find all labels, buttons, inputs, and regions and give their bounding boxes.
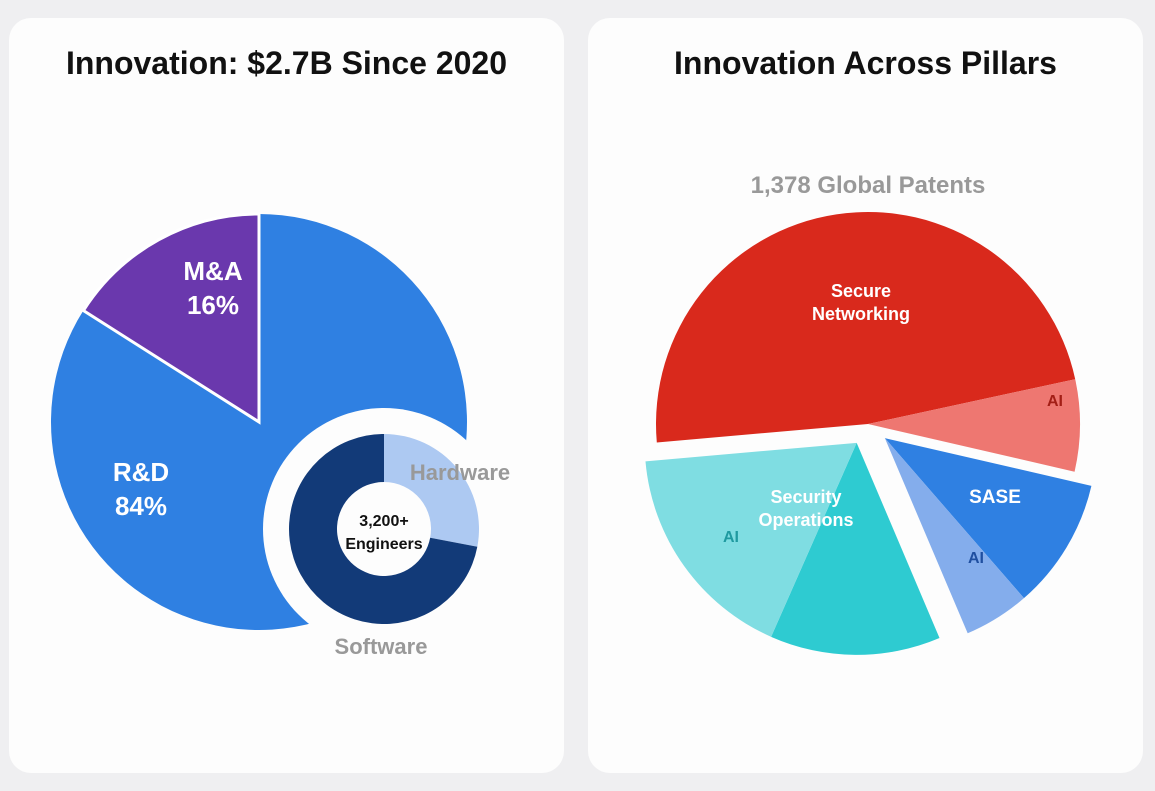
patents-subtitle: 1,378 Global Patents xyxy=(751,172,986,199)
spend-pie-chart: 3,200+ Engineers Hardware Software M&A 16% R&D… xyxy=(50,212,510,659)
sase-label: SASE xyxy=(969,487,1021,508)
pillars-pie-chart: 1,378 Global Patents Secure Networking AI SA… xyxy=(645,172,1092,655)
ma-percent: 16% xyxy=(187,290,239,320)
secure-networking-slice xyxy=(656,212,1076,443)
ma-label: M&A xyxy=(183,256,242,286)
security-operations-ai-slice xyxy=(645,442,857,637)
software-slice xyxy=(288,434,478,624)
security-operations-label-2: Operations xyxy=(758,510,853,530)
ma-slice xyxy=(81,212,261,425)
sase-slice xyxy=(884,438,1092,599)
secure-networking-ai-slice xyxy=(868,379,1080,472)
pillars-panel: Innovation Across Pillars 1,378 Global P… xyxy=(588,18,1143,773)
hardware-label: Hardware xyxy=(410,460,510,485)
spend-chart-title: Innovation: $2.7B Since 2020 xyxy=(65,45,508,81)
rd-percent: 84% xyxy=(115,491,167,521)
secure-networking-ai-label: AI xyxy=(1047,393,1063,410)
engineers-label: Engineers xyxy=(345,536,422,553)
pillars-chart-title: Innovation Across Pillars xyxy=(674,45,1057,81)
software-label: Software xyxy=(335,634,428,659)
engineers-count-label: 3,200+ xyxy=(359,513,408,530)
sase-ai-slice xyxy=(884,438,1024,634)
security-operations-slice xyxy=(771,442,940,655)
secure-networking-label: Secure xyxy=(831,281,891,301)
innovation-spend-panel: Innovation: $2.7B Since 2020 3,200+ Engin… xyxy=(9,18,564,773)
rd-label: R&D xyxy=(113,457,169,487)
hardware-slice xyxy=(384,434,479,547)
security-operations-ai-label: AI xyxy=(723,529,739,546)
sase-ai-label: AI xyxy=(968,550,984,567)
security-operations-label: Security xyxy=(770,487,841,507)
secure-networking-label-2: Networking xyxy=(812,304,910,324)
